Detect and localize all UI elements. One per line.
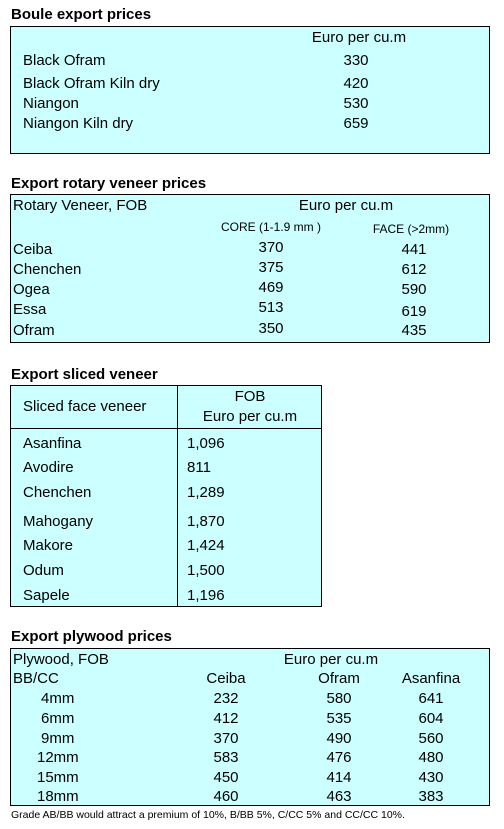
sliced-row-name: Mahogany <box>23 513 94 530</box>
boule-row-value: 420 <box>343 75 369 92</box>
plywood-row-thickness: 15mm <box>37 769 79 786</box>
plywood-unit-header: Euro per cu.m <box>283 651 379 668</box>
plywood-ceiba-column-header: Ceiba <box>206 670 246 687</box>
sliced-row-value: 811 <box>187 459 211 476</box>
sliced-row-value: 1,196 <box>187 587 225 604</box>
boule-row-name: Black Ofram <box>23 52 106 69</box>
plywood-row-ofram: 463 <box>326 788 352 805</box>
rotary-row-name: Chenchen <box>13 261 82 278</box>
rotary-row-face: 435 <box>401 322 427 339</box>
rotary-face-column-header: FACE (>2mm) <box>372 222 450 236</box>
boule-unit-header: Euro per cu.m <box>311 29 407 46</box>
sliced-price-table: Sliced face veneer FOB Euro per cu.m Asa… <box>10 385 322 607</box>
rotary-row-face: 612 <box>401 261 427 278</box>
plywood-row-thickness: 18mm <box>37 788 79 805</box>
rotary-row-face: 590 <box>401 281 427 298</box>
plywood-ofram-column-header: Ofram <box>318 670 360 687</box>
rotary-section-title: Export rotary veneer prices <box>11 175 207 192</box>
sliced-row-value: 1,500 <box>187 562 225 579</box>
plywood-row-ceiba: 460 <box>213 788 239 805</box>
plywood-asanfina-column-header: Asanfina <box>401 670 461 687</box>
sliced-row-value: 1,096 <box>187 435 225 452</box>
plywood-row-thickness: 12mm <box>37 749 79 766</box>
rotary-row-core: 513 <box>258 299 284 316</box>
rotary-row-core: 370 <box>258 239 284 256</box>
boule-row-name: Black Ofram Kiln dry <box>23 75 160 92</box>
plywood-row-ceiba: 370 <box>213 730 239 747</box>
rotary-row-core: 375 <box>258 259 284 276</box>
sliced-label-header: Sliced face veneer <box>23 398 147 415</box>
rotary-row-name: Ogea <box>13 281 50 298</box>
rotary-core-column-header: CORE (1-1.9 mm ) <box>220 220 321 234</box>
sliced-row-name: Avodire <box>23 459 74 476</box>
rotary-row-name: Ofram <box>13 322 55 339</box>
plywood-row-ceiba: 412 <box>213 710 239 727</box>
plywood-row-asanfina: 604 <box>418 710 444 727</box>
boule-row-value: 330 <box>343 52 369 69</box>
sliced-row-name: Sapele <box>23 587 70 604</box>
boule-row-name: Niangon Kiln dry <box>23 115 134 132</box>
plywood-section-title: Export plywood prices <box>11 628 172 645</box>
rotary-unit-header: Euro per cu.m <box>298 197 394 214</box>
plywood-row-thickness: 9mm <box>41 730 75 747</box>
sliced-column-divider <box>177 386 178 606</box>
plywood-row-asanfina: 383 <box>418 788 444 805</box>
sliced-row-value: 1,870 <box>187 513 225 530</box>
plywood-row-ofram: 414 <box>326 769 352 786</box>
boule-row-value: 530 <box>343 95 369 112</box>
sliced-row-name: Chenchen <box>23 484 92 501</box>
plywood-row-thickness: 4mm <box>41 690 75 707</box>
rotary-row-name: Ceiba <box>13 241 53 258</box>
rotary-label-header: Rotary Veneer, FOB <box>13 197 148 214</box>
plywood-row-asanfina: 430 <box>418 769 444 786</box>
plywood-grade-header: BB/CC <box>13 670 59 687</box>
sliced-header-divider <box>11 428 321 429</box>
sliced-row-name: Odum <box>23 562 64 579</box>
rotary-row-face: 619 <box>401 303 427 320</box>
plywood-grade-footnote: Grade AB/BB would attract a premium of 1… <box>11 809 405 821</box>
plywood-price-table: Plywood, FOB Euro per cu.m BB/CC Ceiba O… <box>10 648 490 806</box>
boule-section-title: Boule export prices <box>11 6 152 23</box>
rotary-row-core: 469 <box>258 279 284 296</box>
sliced-row-value: 1,424 <box>187 537 225 554</box>
plywood-label-header: Plywood, FOB <box>13 651 109 668</box>
plywood-row-asanfina: 641 <box>418 690 444 707</box>
boule-row-value: 659 <box>343 115 369 132</box>
plywood-row-asanfina: 480 <box>418 749 444 766</box>
rotary-price-table: Rotary Veneer, FOB Euro per cu.m CORE (1… <box>10 194 490 343</box>
plywood-row-ceiba: 450 <box>213 769 239 786</box>
plywood-row-ceiba: 583 <box>213 749 239 766</box>
plywood-row-ofram: 580 <box>326 690 352 707</box>
plywood-row-asanfina: 560 <box>418 730 444 747</box>
sliced-row-name: Makore <box>23 537 74 554</box>
sliced-row-value: 1,289 <box>187 484 225 501</box>
boule-row-name: Niangon <box>23 95 79 112</box>
sliced-unit-header: Euro per cu.m <box>202 408 298 425</box>
boule-price-table: Euro per cu.m Black Ofram 330 Black Ofra… <box>10 26 490 154</box>
plywood-row-ofram: 535 <box>326 710 352 727</box>
plywood-row-ceiba: 232 <box>213 690 239 707</box>
plywood-row-thickness: 6mm <box>41 710 75 727</box>
sliced-section-title: Export sliced veneer <box>11 366 158 383</box>
plywood-row-ofram: 490 <box>326 730 352 747</box>
rotary-row-face: 441 <box>401 241 427 258</box>
sliced-fob-header: FOB <box>234 388 266 405</box>
sliced-row-name: Asanfina <box>23 435 82 452</box>
plywood-row-ofram: 476 <box>326 749 352 766</box>
rotary-row-core: 350 <box>258 320 284 337</box>
rotary-row-name: Essa <box>13 301 47 318</box>
